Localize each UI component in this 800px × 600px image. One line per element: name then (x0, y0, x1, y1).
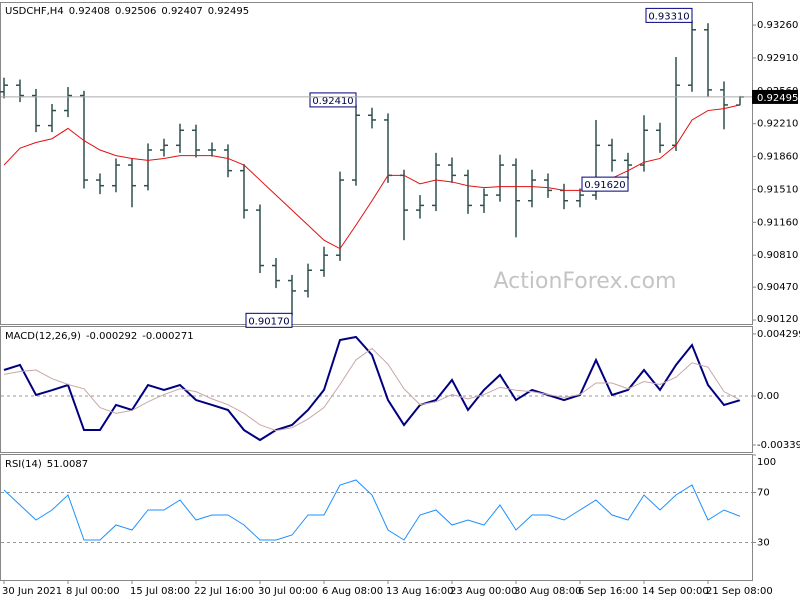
annotation-box (245, 312, 293, 328)
indicator-title-part: MACD(12,26,9) (5, 331, 81, 342)
y-tick-label: 0.90470 (757, 282, 798, 293)
y-tick-label: 0.91510 (757, 184, 798, 195)
x-tick-label: 8 Jul 00:00 (66, 586, 120, 597)
y-tick-label: 0.91860 (757, 152, 798, 163)
y-tick-label: 30 (757, 538, 770, 549)
x-tick-label: 30 Jun 2021 (2, 586, 62, 597)
chart-header: USDCHF,H4 0.92408 0.92506 0.92407 0.92495 (5, 6, 249, 17)
x-tick-label: 23 Aug 00:00 (450, 586, 517, 597)
annotation-label: 0.91620 (584, 180, 625, 191)
y-tick-label: 0.93260 (757, 20, 798, 31)
price-panel-frame (0, 2, 753, 325)
current-price-label: 0.92495 (757, 93, 798, 104)
macd-panel-frame (0, 326, 753, 453)
indicator-line (3, 335, 741, 442)
current-price-box (752, 89, 798, 104)
y-tick-label: 0.92210 (757, 119, 798, 130)
y-tick-label: 0.92910 (757, 53, 798, 64)
annotation-box (581, 176, 629, 192)
chart-header-part: USDCHF,H4 (5, 6, 64, 17)
y-tick-label: 0.004299 (757, 329, 800, 340)
chart-header-part: 0.92506 (115, 6, 156, 17)
indicator-title-part: -0.000271 (142, 331, 193, 342)
y-tick-label: 0.00 (757, 391, 779, 402)
annotation-label: 0.92410 (312, 96, 353, 107)
indicator-title-part: -0.000292 (86, 331, 137, 342)
x-tick-label: 13 Aug 16:00 (386, 586, 453, 597)
x-tick-label: 30 Jul 00:00 (258, 586, 318, 597)
x-tick-label: 30 Aug 08:00 (514, 586, 581, 597)
indicator-line (3, 104, 741, 250)
annotation-box (309, 92, 357, 108)
y-tick-label: 70 (757, 488, 770, 499)
y-tick-label: 100 (757, 457, 776, 468)
y-tick-label: -0.003396 (757, 440, 800, 451)
indicator-title: MACD(12,26,9) -0.000292 -0.000271 (5, 331, 194, 342)
x-tick-label: 14 Sep 00:00 (642, 586, 709, 597)
y-tick-label: 0.90810 (757, 250, 798, 261)
indicator-title-part: 51.0087 (47, 459, 88, 470)
x-tick-label: 21 Sep 08:00 (706, 586, 773, 597)
chart-header-part: 0.92408 (69, 6, 110, 17)
x-tick-label: 22 Jul 16:00 (194, 586, 254, 597)
x-tick-label: 15 Jul 08:00 (130, 586, 190, 597)
indicator-title: RSI(14) 51.0087 (5, 459, 88, 470)
rsi-panel-frame (0, 454, 753, 581)
indicator-title-part: RSI(14) (5, 459, 42, 470)
annotation-label: 0.93310 (648, 11, 689, 22)
watermark: ActionForex.com (494, 269, 677, 294)
indicator-line (3, 479, 741, 541)
annotation-label: 0.90170 (248, 316, 289, 327)
x-tick-label: 6 Sep 16:00 (578, 586, 638, 597)
indicator-line (3, 347, 741, 432)
chart-header-part: 0.92407 (161, 6, 202, 17)
y-tick-label: 0.90120 (757, 314, 798, 325)
chart-header-part: 0.92495 (208, 6, 249, 17)
y-tick-label: 0.91160 (757, 217, 798, 228)
annotation-box (645, 7, 693, 23)
x-tick-label: 6 Aug 08:00 (322, 586, 383, 597)
